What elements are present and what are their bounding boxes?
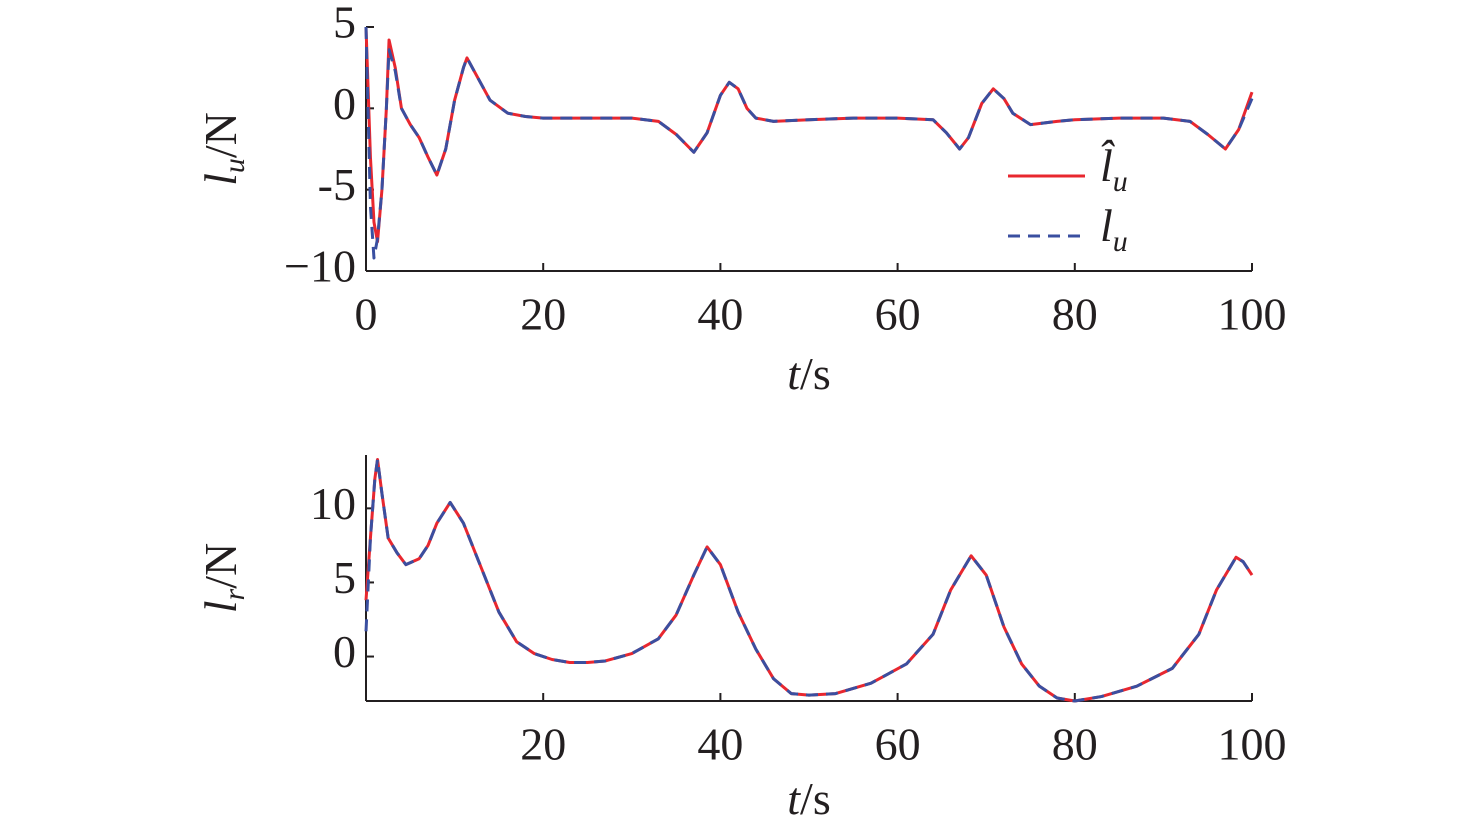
legend-label: l̂u — [1100, 139, 1128, 198]
legend-symbol: l — [1100, 200, 1113, 251]
legend-symbol: l̂ — [1100, 139, 1116, 190]
legend-subscript: u — [1113, 225, 1128, 258]
y-tick-label: 10 — [310, 478, 356, 529]
y-label-symbol: l — [195, 600, 246, 613]
y-tick-label: 5 — [333, 552, 356, 603]
y-tick-label: −10 — [284, 241, 356, 292]
x-label-unit: /s — [800, 773, 831, 824]
y-label-subscript: u — [218, 158, 251, 173]
x-tick-label: 20 — [520, 719, 566, 770]
x-tick-label: 60 — [875, 719, 921, 770]
x-label-symbol: t — [787, 773, 801, 824]
x-tick-label: 80 — [1052, 719, 1098, 770]
legend-label: lu — [1100, 200, 1128, 258]
y-tick-label: 0 — [333, 78, 356, 129]
series-line — [364, 457, 1254, 703]
y-tick-label: 0 — [333, 626, 356, 677]
x-tick-label: 80 — [1052, 289, 1098, 340]
x-label-symbol: t — [787, 348, 801, 399]
x-label-unit: /s — [800, 348, 831, 399]
x-tick-label: 40 — [697, 719, 743, 770]
y-label-unit: /N — [195, 543, 246, 589]
series-line — [364, 26, 1254, 244]
x-tick-label: 20 — [520, 289, 566, 340]
x-tick-label: 0 — [355, 289, 378, 340]
y-tick-label: -5 — [318, 159, 356, 210]
x-tick-label: 100 — [1218, 719, 1287, 770]
x-tick-label: 60 — [875, 289, 921, 340]
x-axis-label: t/s — [787, 773, 830, 824]
x-tick-label: 40 — [697, 289, 743, 340]
series-line — [364, 26, 1254, 260]
x-tick-label: 100 — [1218, 289, 1287, 340]
y-axis-label: lr/N — [195, 543, 251, 613]
panel: 10 5 0 20 40 60 80 100 t/s lr/N — [195, 455, 1287, 824]
x-axis-label: t/s — [787, 348, 830, 399]
series-line — [364, 457, 1254, 703]
y-label-subscript: r — [218, 588, 251, 600]
y-label-symbol: l — [195, 173, 246, 186]
y-axis-label: lu/N — [195, 112, 251, 186]
legend-subscript: u — [1113, 165, 1128, 198]
y-tick-label: 5 — [333, 0, 356, 48]
y-label-unit: /N — [195, 112, 246, 158]
